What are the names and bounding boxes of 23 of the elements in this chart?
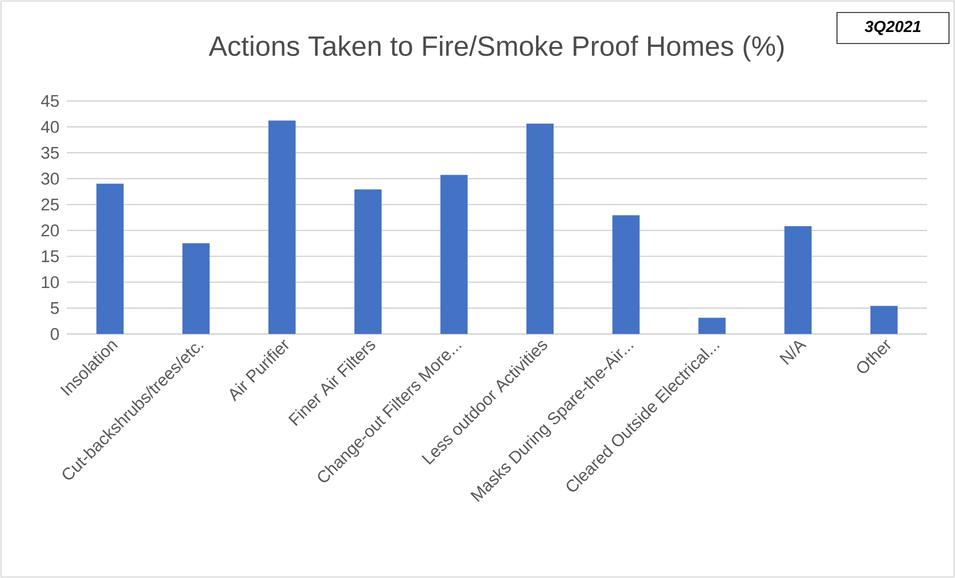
x-tick-label: N/A (779, 340, 807, 365)
y-tick-label: 5 (50, 302, 59, 314)
y-tick-label: 10 (42, 276, 59, 288)
bar (354, 189, 382, 334)
bar (698, 318, 726, 334)
y-tick-label: 25 (42, 198, 59, 211)
y-tick-label: 40 (41, 120, 59, 133)
bar (96, 184, 124, 334)
bar (612, 215, 640, 334)
y-tick-label: 35 (41, 146, 59, 159)
y-tick-label: 0 (50, 328, 59, 340)
chart-title: Actions Taken to Fire/Smoke Proof Homes (%) (208, 36, 784, 62)
y-tick-label: 30 (41, 172, 59, 185)
bar (182, 243, 210, 334)
y-tick-label: 45 (41, 95, 59, 107)
bar (526, 124, 554, 334)
bar (268, 120, 296, 334)
bar (440, 174, 468, 334)
y-tick-label: 15 (42, 250, 59, 262)
y-tick-label: 20 (42, 224, 59, 236)
text: 3Q2021 (864, 20, 920, 36)
bar (870, 306, 898, 334)
bar (784, 226, 812, 334)
